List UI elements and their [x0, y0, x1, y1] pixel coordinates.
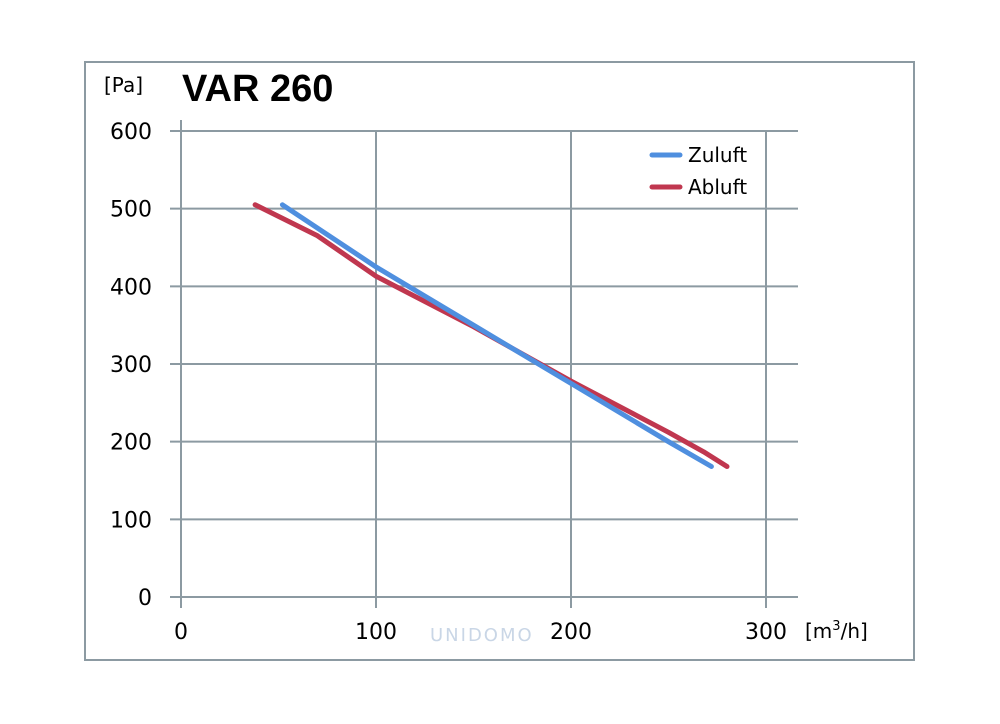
watermark: UNIDOMO: [430, 625, 534, 646]
x-tick-label: 300: [745, 620, 787, 645]
x-tick-label: 0: [174, 620, 188, 645]
axes: 0 100 200 300 400 500 600 0 100 200 300: [110, 120, 798, 645]
y-tick-label: 100: [110, 508, 152, 533]
series-line-zuluft: [279, 202, 714, 469]
series-layer: [252, 202, 730, 469]
y-tick-label: 500: [110, 198, 152, 223]
chart-title: VAR 260: [182, 68, 333, 110]
grid-lines: [170, 130, 798, 608]
y-tick-label: 200: [110, 431, 152, 456]
legend-label-abluft: Abluft: [688, 175, 747, 199]
y-axis-unit: [Pa]: [104, 73, 143, 97]
x-axis-unit: [m3/h]: [805, 619, 868, 643]
legend: Zuluft Abluft: [649, 143, 747, 199]
y-tick-label: 0: [138, 586, 152, 611]
y-tick-label: 400: [110, 275, 152, 300]
x-tick-label: 100: [355, 620, 397, 645]
x-tick-label: 200: [550, 620, 592, 645]
legend-label-zuluft: Zuluft: [688, 143, 747, 167]
y-tick-label: 600: [110, 120, 152, 145]
y-tick-label: 300: [110, 353, 152, 378]
chart-frame: [84, 61, 915, 661]
